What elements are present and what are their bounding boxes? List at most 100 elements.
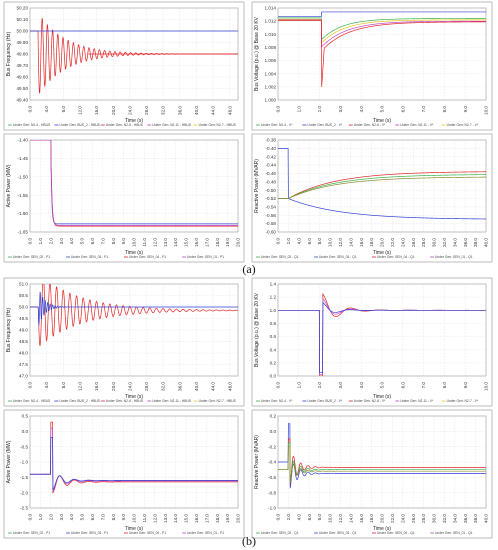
- y-tick-label: 0.8: [270, 321, 277, 326]
- legend-entry: Under Gen: SEN_02 - Q1: [261, 531, 299, 535]
- series-line: [30, 140, 238, 227]
- x-tick-label: 8.0: [111, 514, 116, 521]
- series-group: [30, 140, 238, 227]
- x-tick-label: 40.0: [194, 106, 199, 115]
- y-tick-label: 49.60: [17, 75, 29, 80]
- series-line: [278, 442, 486, 483]
- x-tick-label: 18.0: [369, 238, 374, 247]
- x-tick-label: 3.0: [59, 514, 64, 521]
- x-tick-label: 1.0: [296, 106, 301, 113]
- series-line: [30, 284, 238, 346]
- series-line: [30, 291, 238, 326]
- x-tick-label: 8.0: [317, 514, 322, 521]
- x-axis-label: Time (s): [373, 118, 391, 124]
- y-tick-label: 1.0: [270, 308, 277, 313]
- x-tick-label: 36.0: [463, 238, 468, 247]
- legend-entry: Under Gen: SEN_04 - P1: [129, 531, 166, 535]
- x-tick-label: 1.0: [38, 238, 43, 245]
- legend-entry: Under Gen: N2-11 - HBUS: [152, 123, 192, 127]
- x-tick-label: 9.0: [463, 106, 468, 113]
- legend-entry: Under Gen: N2-6 - V*: [354, 399, 386, 403]
- legend-entry: Under Gen: N2-4 - V*: [261, 399, 293, 403]
- y-tick-label: -0.42: [266, 154, 277, 159]
- y-tick-label: 49.50: [17, 86, 29, 91]
- y-tick-label: -0.8: [268, 490, 276, 495]
- x-tick-label: 14.0: [348, 514, 353, 523]
- x-tick-label: 36.0: [177, 382, 182, 391]
- y-axis-label: Reactive Power (MVAR): [254, 159, 260, 213]
- x-tick-label: 40.0: [484, 238, 489, 247]
- x-axis-label: Time (s): [125, 394, 143, 400]
- x-tick-label: 36.0: [177, 106, 182, 115]
- series-line: [278, 20, 486, 87]
- legend-entry: Under Gen: SEN_04 - Q1: [377, 255, 415, 259]
- x-tick-label: 26.0: [411, 238, 416, 247]
- y-tick-label: 49.80: [17, 52, 29, 57]
- y-axis-label: Active Power (MW): [6, 164, 12, 207]
- y-tick-label: -1.50: [18, 174, 29, 179]
- x-tick-label: 10.0: [484, 382, 489, 391]
- x-tick-label: 13.0: [163, 514, 168, 523]
- legend-entry: Under Gen: N2-4 - V*: [261, 123, 293, 127]
- chart-a-voltage: 0.0 1.0 2.0 3.0 4.0 5.0 6.0 7.0 8.0 9.0 10.0 1.014 1…: [251, 1, 493, 131]
- x-tick-label: 44.0: [211, 382, 216, 391]
- y-tick-label: -0.5: [20, 444, 28, 449]
- x-tick-label: 3.0: [59, 238, 64, 245]
- x-tick-label: 2.0: [317, 382, 322, 389]
- x-tick-label: 0.0: [276, 382, 281, 389]
- x-tick-label: 18.0: [369, 514, 374, 523]
- x-tick-label: 22.0: [390, 514, 395, 523]
- x-tick-label: 18.0: [215, 514, 220, 523]
- y-tick-label: 50.0: [19, 305, 28, 310]
- x-tick-label: 26.0: [411, 514, 416, 523]
- x-tick-label: 12.0: [78, 382, 83, 391]
- x-tick-label: 6.0: [90, 238, 95, 245]
- legend-entry: Under Gen: N2-7 - V*: [447, 123, 479, 127]
- y-axis-label: Bus Voltage (p.u.) @ Base 20 KV: [254, 16, 260, 91]
- y-tick-label: -0.4: [268, 460, 276, 465]
- legend-entry: Under Gen: SEN_01 - P1: [187, 255, 224, 259]
- y-tick-label: 51.0: [19, 282, 28, 287]
- legend-entry: Under Gen: SEN_04 - P1: [129, 255, 166, 259]
- x-tick-label: 16.0: [194, 238, 199, 247]
- y-tick-label: 0.2: [270, 414, 277, 419]
- y-tick-label: -0.40: [266, 146, 277, 151]
- legend-entry: Under Gen: N2-6 - HBUS: [106, 123, 144, 127]
- legend-entry: Under Gen: N2-11 - V*: [400, 123, 434, 127]
- series-line: [278, 19, 486, 48]
- y-tick-label: 1.010: [265, 32, 277, 37]
- x-tick-label: 7.0: [100, 514, 105, 521]
- x-tick-label: 10.0: [328, 514, 333, 523]
- x-tick-label: 48.0: [227, 382, 232, 391]
- y-tick-label: -0.56: [266, 213, 277, 218]
- series-line: [278, 148, 486, 220]
- y-tick-label: 1.014: [265, 6, 277, 11]
- x-tick-label: 20.0: [380, 238, 385, 247]
- x-tick-label: 44.0: [211, 106, 216, 115]
- x-tick-label: 5.0: [80, 238, 85, 245]
- x-tick-label: 1.0: [296, 382, 301, 389]
- x-tick-label: 6.0: [400, 382, 405, 389]
- x-tick-label: 6.0: [307, 238, 312, 245]
- y-tick-label: 1.012: [265, 19, 277, 24]
- y-tick-label: -0.6: [268, 475, 276, 480]
- series-line: [278, 174, 486, 199]
- y-tick-label: -2.0: [20, 490, 28, 495]
- y-tick-label: 50.00: [17, 29, 29, 34]
- series-line: [278, 301, 486, 374]
- x-tick-label: 14.0: [173, 514, 178, 523]
- y-tick-label: -1.0: [20, 460, 28, 465]
- y-tick-label: 50.20: [17, 6, 29, 11]
- y-axis-label: Bus Voltage (p.u.) @ Base 20 KV: [254, 292, 260, 367]
- x-tick-label: 24.0: [400, 238, 405, 247]
- legend-entry: Under Gen: SEN_03 - P1: [71, 531, 108, 535]
- y-tick-label: 1.006: [265, 58, 277, 63]
- y-tick-label: -0.44: [266, 163, 277, 168]
- legend-entry: Under Gen: BUS_2 - HBUS: [59, 399, 100, 403]
- x-tick-label: 32.0: [442, 514, 447, 523]
- x-tick-label: 13.0: [163, 238, 168, 247]
- x-tick-label: 20.0: [111, 106, 116, 115]
- x-tick-label: 34.0: [452, 514, 457, 523]
- chart-a-active: 0.0 1.0 2.0 3.0 4.0 5.0 6.0 7.0 8.0 9.0 10.0 11.0 12…: [3, 133, 245, 263]
- x-tick-label: 8.0: [442, 382, 447, 389]
